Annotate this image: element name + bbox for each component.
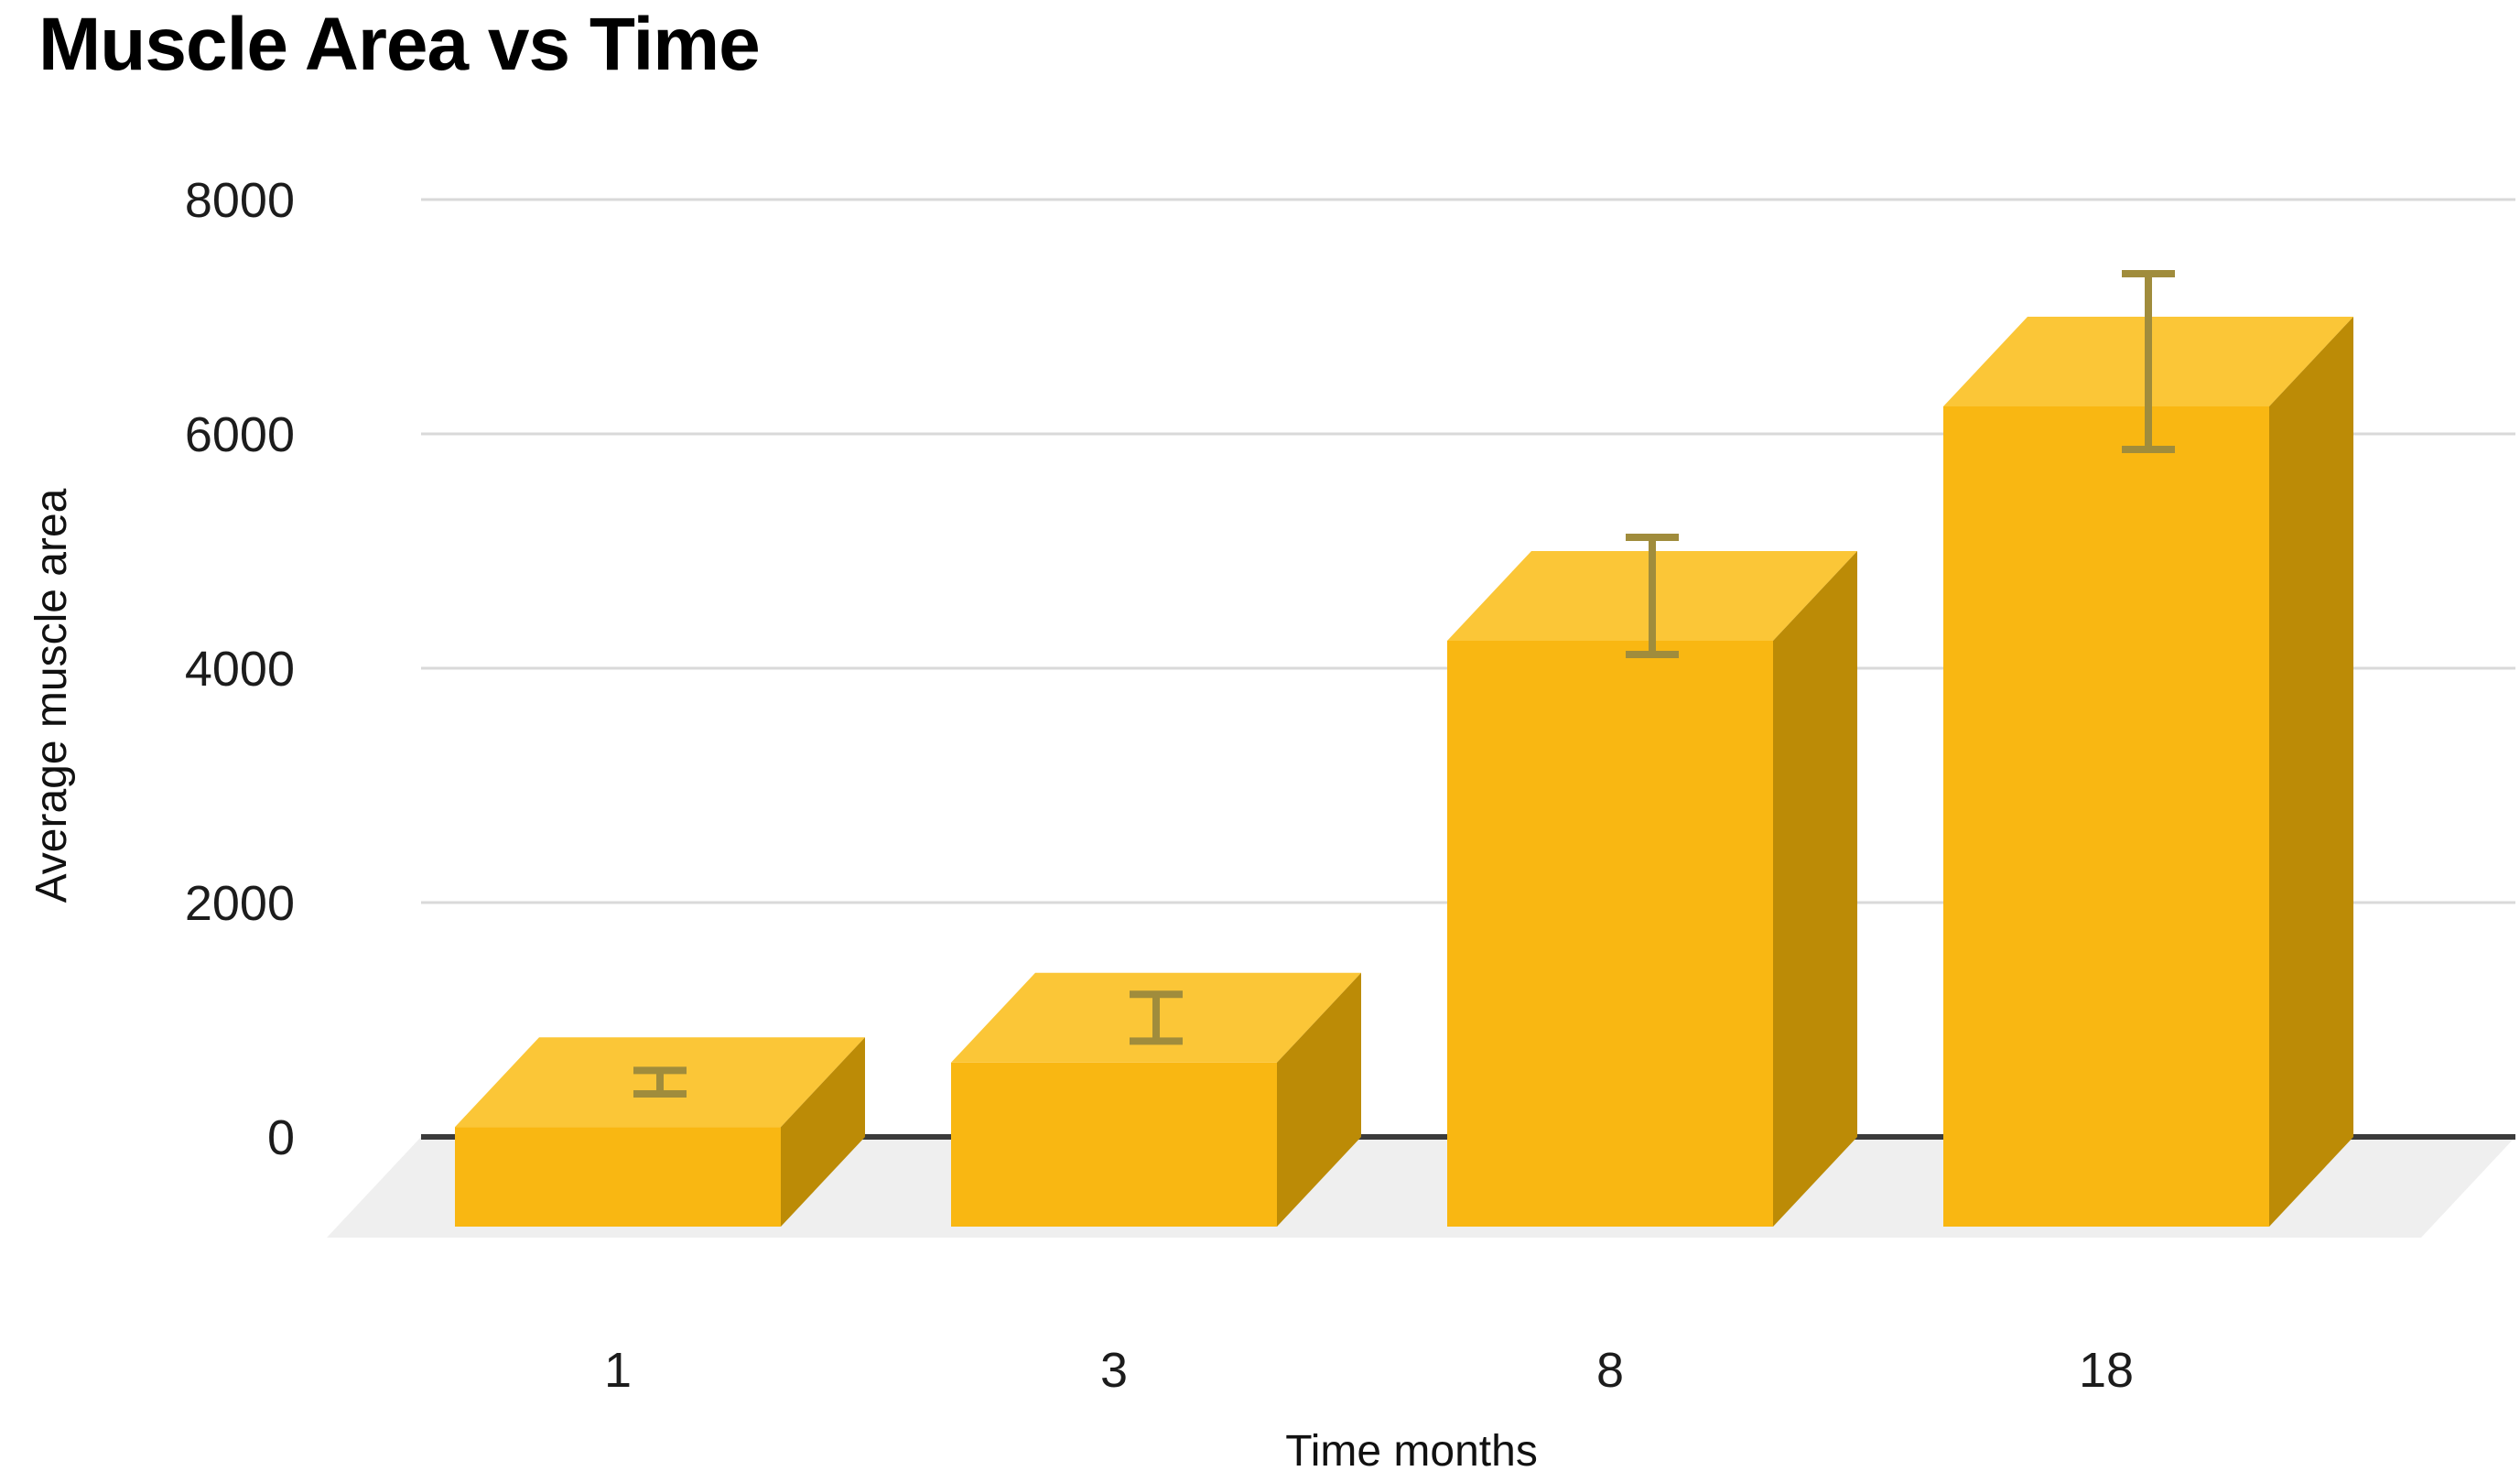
- y-axis-tick-labels: 0 2000 4000 6000 8000: [185, 173, 295, 1165]
- bar-side-face: [781, 1037, 865, 1227]
- error-bar-month-18: [2122, 270, 2175, 453]
- error-bar-month-8: [1626, 534, 1679, 658]
- bar-side-face: [1773, 551, 1857, 1227]
- bar-front-face: [951, 1062, 1277, 1227]
- x-axis-category-labels: 1 3 8 18: [604, 1343, 2134, 1398]
- bar-month-18[interactable]: [1943, 317, 2353, 1227]
- x-category-label-3: 3: [1100, 1343, 1128, 1398]
- x-category-label-8: 8: [1596, 1343, 1624, 1398]
- chart-title: Muscle Area vs Time: [38, 3, 761, 86]
- y-tick-label-6000: 6000: [185, 407, 295, 462]
- y-tick-label-0: 0: [267, 1110, 295, 1165]
- x-category-label-18: 18: [2079, 1343, 2134, 1398]
- y-tick-label-8000: 8000: [185, 173, 295, 228]
- bar-side-face: [2269, 317, 2353, 1227]
- bar-front-face: [1943, 406, 2269, 1227]
- error-bar-month-1: [633, 1066, 687, 1098]
- error-bars-layer: [633, 270, 2175, 1098]
- error-bar-month-3: [1130, 990, 1183, 1045]
- bar-front-face: [455, 1127, 781, 1227]
- y-tick-label-2000: 2000: [185, 876, 295, 931]
- y-tick-label-4000: 4000: [185, 642, 295, 697]
- y-axis-title: Average muscle area: [27, 488, 76, 903]
- bar-side-face: [1277, 972, 1361, 1227]
- bars-layer: [455, 317, 2353, 1227]
- x-axis-title: Time months: [1285, 1427, 1538, 1476]
- bar-month-1[interactable]: [455, 1037, 865, 1227]
- bar-front-face: [1447, 641, 1773, 1227]
- x-category-label-1: 1: [604, 1343, 632, 1398]
